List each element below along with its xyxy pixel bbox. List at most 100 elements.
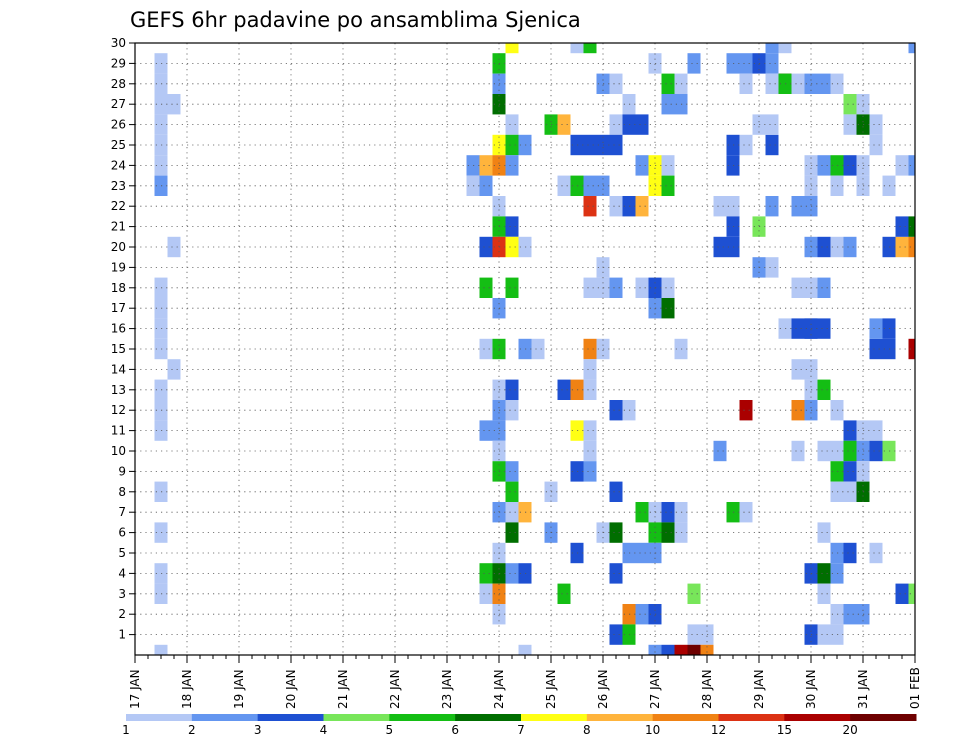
y-tick-label: 30 xyxy=(111,36,126,50)
heatmap-cell xyxy=(739,502,753,523)
y-tick-label: 23 xyxy=(111,179,126,193)
legend-swatch xyxy=(521,714,588,721)
heatmap-cell xyxy=(505,134,519,156)
heatmap-cell xyxy=(843,461,857,482)
y-tick-label: 10 xyxy=(111,444,126,458)
heatmap-cell xyxy=(908,338,915,360)
heatmap-cell xyxy=(505,461,519,482)
heatmap-cell xyxy=(661,277,675,298)
legend-label: 5 xyxy=(386,723,394,737)
y-tick-label: 1 xyxy=(118,628,126,642)
y-tick-label: 11 xyxy=(111,424,126,438)
heatmap-cell xyxy=(505,236,519,258)
heatmap-cell xyxy=(817,318,831,339)
heatmap-cell xyxy=(557,379,571,400)
legend-swatch xyxy=(652,714,719,721)
y-tick-label: 24 xyxy=(111,158,126,172)
heatmap-cell xyxy=(583,134,597,156)
heatmap-cell xyxy=(791,277,805,298)
heatmap-cell xyxy=(843,94,857,115)
heatmap-cell xyxy=(635,502,649,523)
heatmap-cell xyxy=(869,134,883,156)
heatmap-cell xyxy=(687,644,701,655)
heatmap-cell xyxy=(661,644,675,655)
grid-lines xyxy=(135,43,915,655)
heatmap-cell xyxy=(908,236,915,258)
heatmap-cell xyxy=(843,236,857,258)
heatmap-cell xyxy=(479,277,493,298)
x-tick-label: 19 JAN xyxy=(232,669,246,709)
y-tick-label: 20 xyxy=(111,240,126,254)
heatmap-cell xyxy=(648,644,662,655)
heatmap-cell xyxy=(791,318,805,339)
heatmap-cell xyxy=(583,175,597,196)
heatmap-cell xyxy=(505,216,519,237)
heatmap-cell xyxy=(505,379,519,400)
y-tick-label: 17 xyxy=(111,301,126,315)
y-tick-label: 14 xyxy=(111,362,126,376)
heatmap-cell xyxy=(739,53,753,74)
y-tick-label: 2 xyxy=(118,607,126,621)
heatmap-cell xyxy=(583,379,597,400)
x-tick-label: 24 JAN xyxy=(492,669,506,709)
heatmap-cell xyxy=(739,400,753,421)
heatmap-cell xyxy=(791,73,805,94)
heatmap-cell xyxy=(817,563,831,584)
heatmap-cell xyxy=(167,359,181,380)
heatmap-cell xyxy=(609,481,623,502)
y-tick-label: 12 xyxy=(111,403,126,417)
heatmap-cell xyxy=(583,461,597,482)
x-tick-label: 17 JAN xyxy=(128,669,142,709)
chart-title: GEFS 6hr padavine po ansamblima Sjenica xyxy=(130,8,581,32)
legend-label: 12 xyxy=(711,723,726,737)
y-tick-label: 13 xyxy=(111,383,126,397)
heatmap-cell xyxy=(570,43,584,54)
heatmap-cell xyxy=(908,583,915,604)
legend-label: 10 xyxy=(645,723,660,737)
heatmap-cell xyxy=(817,440,831,462)
legend-swatch xyxy=(718,714,785,721)
heatmap-cell xyxy=(479,236,493,258)
heatmap-cell xyxy=(908,155,915,176)
y-tick-label: 28 xyxy=(111,77,126,91)
heatmap-cell xyxy=(661,522,675,543)
heatmap-cell xyxy=(869,338,883,360)
y-tick-label: 27 xyxy=(111,97,126,111)
heatmap-cell xyxy=(479,583,493,604)
heatmap-cell xyxy=(661,502,675,523)
heatmap-cell xyxy=(843,440,857,462)
heatmap-cell xyxy=(843,481,857,502)
heatmap-cell xyxy=(583,277,597,298)
heatmap-cell xyxy=(557,114,571,135)
x-tick-label: 26 JAN xyxy=(596,669,610,709)
heatmap-cell xyxy=(869,114,883,135)
heatmap-cell xyxy=(713,440,727,462)
heatmap-cell xyxy=(609,134,623,156)
x-tick-label: 23 JAN xyxy=(440,669,454,709)
y-tick-label: 21 xyxy=(111,220,126,234)
legend-label: 3 xyxy=(254,723,262,737)
heatmap-cell xyxy=(817,583,831,604)
heatmap-cell xyxy=(791,440,805,462)
heatmap-cell xyxy=(778,43,792,54)
heatmap-cell xyxy=(167,236,181,258)
heatmap-cell xyxy=(765,114,779,135)
heatmap-cell xyxy=(739,73,753,94)
heatmap-cell xyxy=(765,43,779,54)
heatmap-cell xyxy=(167,94,181,115)
heatmap-cell xyxy=(843,420,857,441)
legend-swatch xyxy=(784,714,851,721)
heatmap-cell xyxy=(609,73,623,94)
legend-label: 7 xyxy=(517,723,525,737)
x-tick-label: 29 JAN xyxy=(752,669,766,709)
x-tick-label: 31 JAN xyxy=(856,669,870,709)
x-tick-label: 22 JAN xyxy=(388,669,402,709)
heatmap-cell xyxy=(687,53,701,74)
heatmap-cell xyxy=(817,236,831,258)
x-tick-label: 18 JAN xyxy=(180,669,194,709)
heatmap-cell xyxy=(895,236,909,258)
legend-label: 6 xyxy=(451,723,459,737)
heatmap-cell xyxy=(661,175,675,196)
heatmap-cell xyxy=(791,400,805,421)
